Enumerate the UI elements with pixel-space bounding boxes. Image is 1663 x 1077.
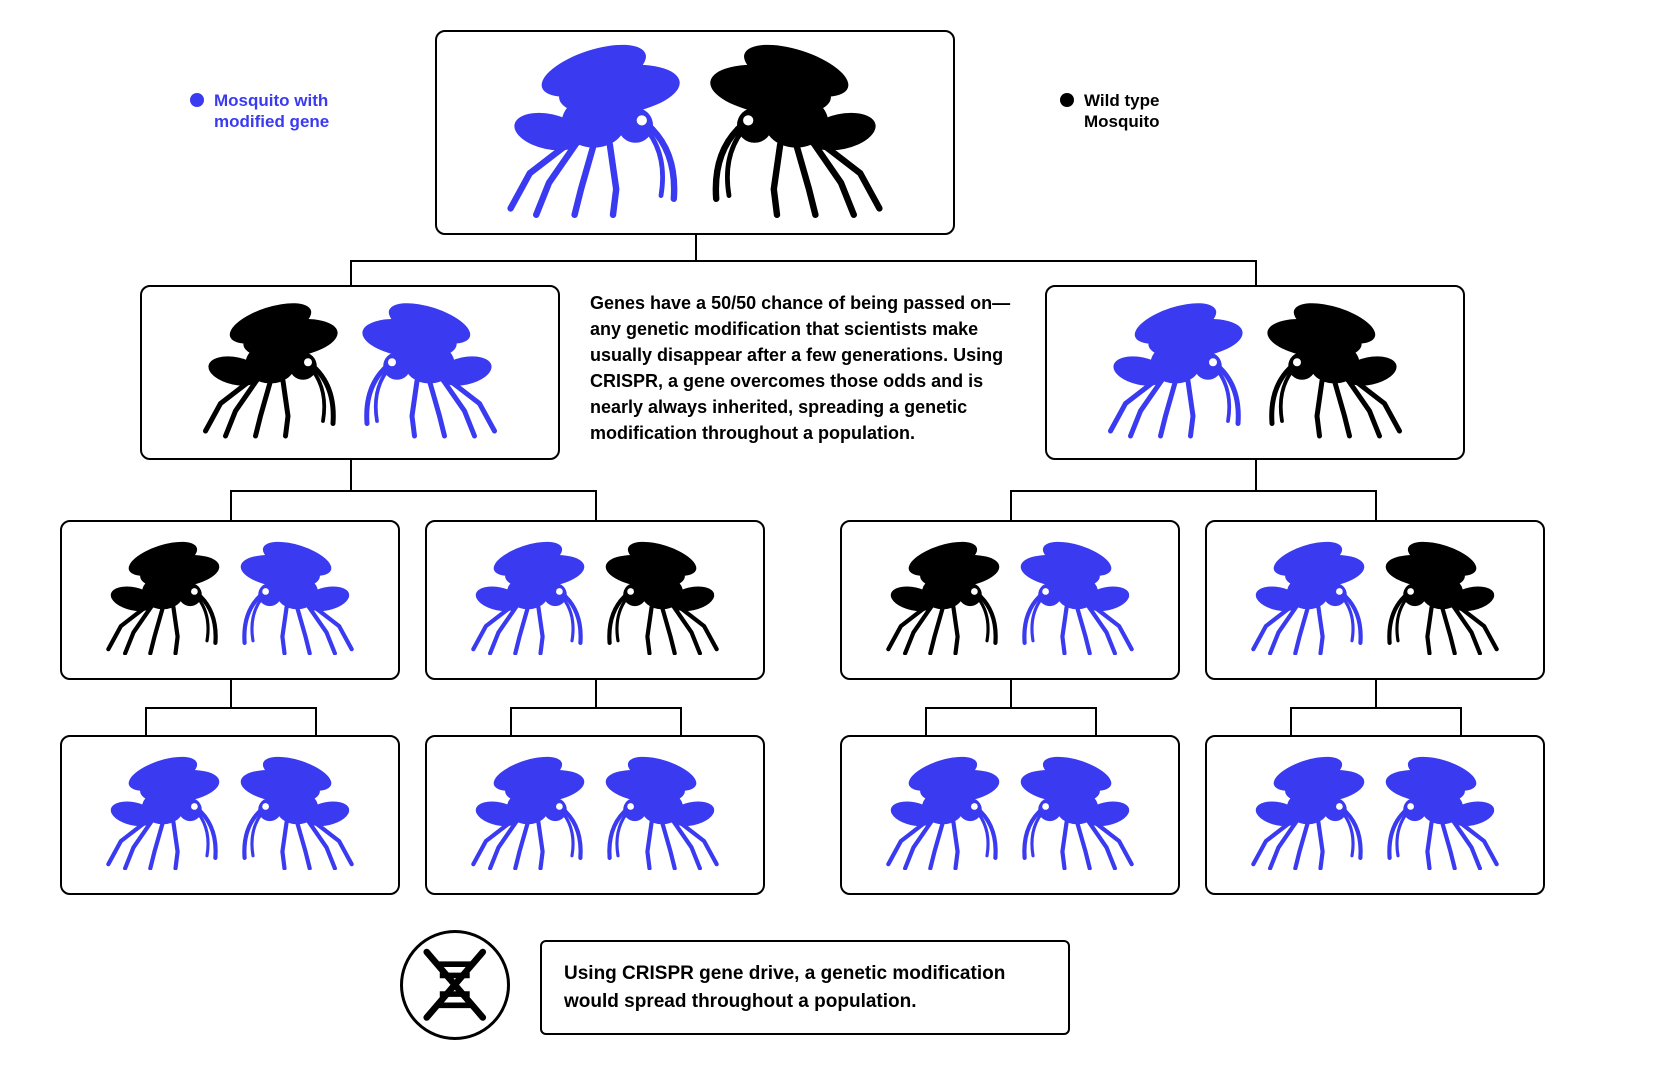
mosquito-icon <box>467 755 593 876</box>
diagram-stage: Mosquito withmodified gene Wild typeMosq… <box>0 0 1663 1077</box>
mosquito-icon <box>882 540 1008 661</box>
legend-label: Mosquito withmodified gene <box>214 90 329 133</box>
connector-line <box>1290 707 1292 737</box>
connector-line <box>230 490 597 492</box>
pair-box-g2d <box>1205 520 1545 680</box>
pair-box-g3c <box>840 735 1180 895</box>
connector-line <box>1375 490 1377 522</box>
mosquito-icon <box>1257 301 1407 444</box>
connector-line <box>350 260 1257 262</box>
connector-line <box>230 680 232 709</box>
mosquito-icon <box>1012 540 1138 661</box>
connector-line <box>1375 680 1377 709</box>
legend-label: Wild typeMosquito <box>1084 90 1160 133</box>
pair-box-g1L <box>140 285 560 460</box>
legend-label-line: Mosquito with <box>214 90 329 111</box>
connector-line <box>145 707 317 709</box>
connector-line <box>595 490 597 522</box>
mosquito-icon <box>697 42 889 223</box>
connector-line <box>145 707 147 737</box>
mosquito-icon <box>1103 301 1253 444</box>
footer-caption: Using CRISPR gene drive, a genetic modif… <box>540 940 1070 1035</box>
mosquito-icon <box>501 42 693 223</box>
legend-dot-icon <box>190 93 204 107</box>
connector-line <box>925 707 927 737</box>
connector-line <box>1290 707 1462 709</box>
pair-box-g3a <box>60 735 400 895</box>
connector-line <box>1095 707 1097 737</box>
center-explanation: Genes have a 50/50 chance of being passe… <box>590 290 1015 447</box>
mosquito-icon <box>232 540 358 661</box>
connector-line <box>510 707 512 737</box>
mosquito-icon <box>352 301 502 444</box>
legend-dot-icon <box>1060 93 1074 107</box>
pair-box-g0 <box>435 30 955 235</box>
legend-label-line: modified gene <box>214 111 329 132</box>
mosquito-icon <box>467 540 593 661</box>
mosquito-icon <box>597 755 723 876</box>
legend-label-line: Wild type <box>1084 90 1160 111</box>
connector-line <box>350 460 352 492</box>
mosquito-icon <box>1247 540 1373 661</box>
pair-box-g2b <box>425 520 765 680</box>
dna-icon <box>400 930 510 1040</box>
connector-line <box>695 235 697 262</box>
connector-line <box>1460 707 1462 737</box>
mosquito-icon <box>232 755 358 876</box>
mosquito-icon <box>1247 755 1373 876</box>
mosquito-icon <box>198 301 348 444</box>
pair-box-g1R <box>1045 285 1465 460</box>
mosquito-icon <box>1377 540 1503 661</box>
pair-box-g3d <box>1205 735 1545 895</box>
mosquito-icon <box>597 540 723 661</box>
mosquito-icon <box>102 755 228 876</box>
connector-line <box>1010 490 1012 522</box>
pair-box-g2c <box>840 520 1180 680</box>
mosquito-icon <box>102 540 228 661</box>
connector-line <box>1255 260 1257 287</box>
connector-line <box>1010 680 1012 709</box>
connector-line <box>1255 460 1257 492</box>
legend-wild: Wild typeMosquito <box>1060 90 1160 133</box>
mosquito-icon <box>1377 755 1503 876</box>
connector-line <box>510 707 682 709</box>
connector-line <box>595 680 597 709</box>
legend-label-line: Mosquito <box>1084 111 1160 132</box>
connector-line <box>680 707 682 737</box>
mosquito-icon <box>1012 755 1138 876</box>
connector-line <box>1010 490 1377 492</box>
connector-line <box>925 707 1097 709</box>
legend-modified: Mosquito withmodified gene <box>190 90 329 133</box>
mosquito-icon <box>882 755 1008 876</box>
pair-box-g2a <box>60 520 400 680</box>
connector-line <box>230 490 232 522</box>
pair-box-g3b <box>425 735 765 895</box>
connector-line <box>315 707 317 737</box>
connector-line <box>350 260 352 287</box>
